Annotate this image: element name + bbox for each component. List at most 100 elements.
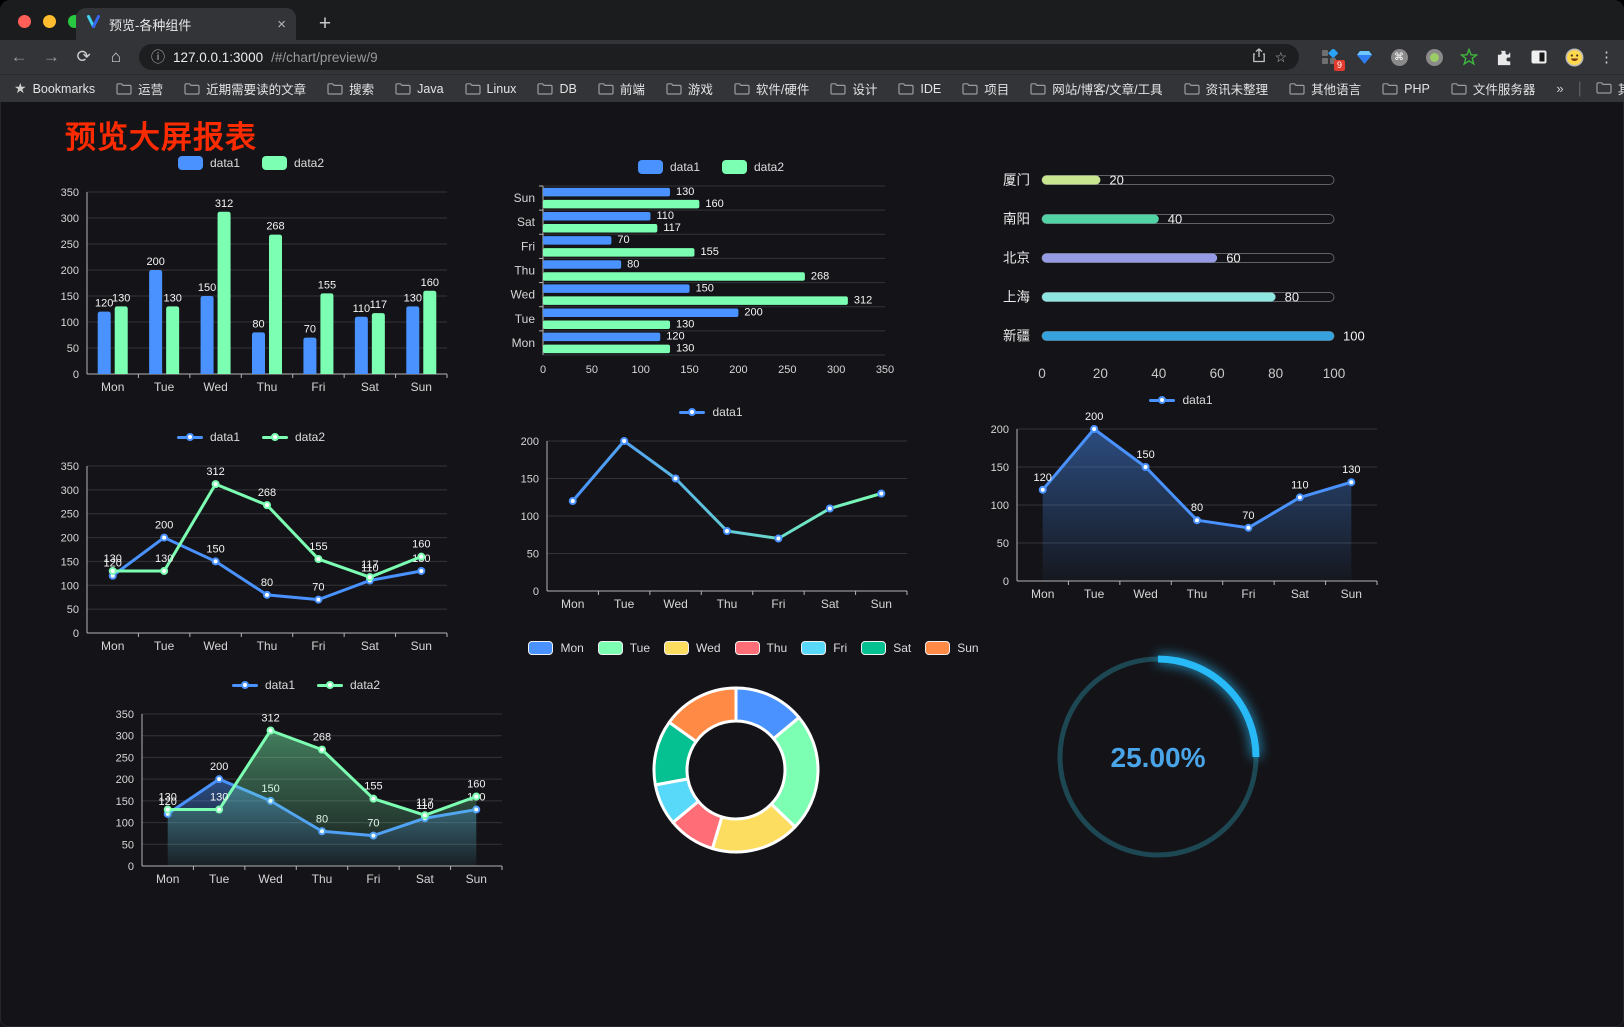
puzzle-extension-icon[interactable] — [1494, 47, 1514, 67]
svg-text:350: 350 — [116, 709, 134, 721]
svg-text:Wed: Wed — [1133, 587, 1157, 601]
bookmark-folder[interactable]: 文件服务器 — [1451, 79, 1535, 98]
share-icon[interactable] — [1252, 48, 1266, 66]
side-panel-icon[interactable] — [1529, 47, 1549, 67]
chart-canvas: 25.00% — [1049, 648, 1267, 866]
bookmarks-manager-item[interactable]: ★ Bookmarks — [14, 80, 96, 96]
home-icon[interactable]: ⌂ — [110, 47, 122, 66]
legend-item[interactable]: data1 — [231, 678, 295, 692]
bookmark-folder[interactable]: 软件/硬件 — [734, 79, 809, 98]
svg-text:40: 40 — [1168, 212, 1182, 227]
svg-text:250: 250 — [61, 239, 79, 251]
bookmark-folder[interactable]: Java — [395, 79, 444, 98]
legend-item[interactable]: data1 — [176, 430, 240, 444]
svg-text:268: 268 — [258, 487, 276, 499]
svg-text:Mon: Mon — [101, 639, 124, 653]
bookmark-folder[interactable]: 运营 — [116, 79, 163, 98]
legend-item[interactable]: data2 — [722, 160, 784, 174]
recorder-extension-icon[interactable] — [1424, 47, 1444, 67]
reload-icon[interactable]: ⟳ — [76, 47, 91, 66]
legend-item[interactable]: Mon — [528, 641, 584, 655]
traffic-lights[interactable] — [18, 15, 81, 28]
other-bookmarks-folder[interactable]: 其他书签 — [1596, 79, 1624, 98]
svg-text:Tue: Tue — [154, 380, 175, 394]
legend-item[interactable]: data1 — [177, 156, 240, 170]
svg-text:Sun: Sun — [411, 380, 432, 394]
svg-text:Tue: Tue — [1084, 587, 1105, 601]
bookmarks-overflow-icon[interactable]: » — [1556, 81, 1564, 96]
svg-text:130: 130 — [155, 553, 173, 565]
bookmark-folder[interactable]: Linux — [464, 79, 516, 98]
extension-grid-icon[interactable]: 9 — [1319, 47, 1345, 71]
legend-item[interactable]: Sun — [925, 641, 979, 655]
legend-item[interactable]: Wed — [664, 641, 721, 655]
svg-text:130: 130 — [676, 343, 694, 355]
chart-dual-line: data1 data2 0 50 100 150 200 250 300 350 Mon Tue Wed… — [41, 424, 461, 659]
url-bar[interactable]: ⓘ 127.0.0.1:3000 /#/chart/preview/9 ☆ — [139, 44, 1299, 70]
legend-item[interactable]: data1 — [637, 160, 700, 174]
bookmark-folder[interactable]: DB — [537, 79, 577, 98]
legend-item[interactable]: data1 — [679, 405, 743, 419]
svg-text:150: 150 — [521, 474, 539, 486]
bookmark-folder[interactable]: 近期需要读的文章 — [184, 79, 306, 98]
page-title: 预览大屏报表 — [65, 120, 257, 155]
svg-text:130: 130 — [404, 292, 422, 304]
tab-close-icon[interactable]: × — [277, 15, 286, 33]
legend-item[interactable]: Tue — [597, 641, 650, 655]
svg-text:160: 160 — [467, 779, 485, 791]
svg-text:130: 130 — [112, 292, 130, 304]
svg-text:Thu: Thu — [257, 639, 278, 653]
tab-title: 预览-各种组件 — [109, 17, 192, 33]
legend-item[interactable]: data2 — [262, 430, 325, 444]
legend-item[interactable]: Sat — [861, 641, 911, 655]
legend-item[interactable]: data1 — [1149, 393, 1213, 407]
bookmark-folder[interactable]: 项目 — [962, 79, 1009, 98]
svg-text:0: 0 — [73, 369, 79, 381]
chart-canvas: 厦门 20 南阳 40 北京 60 上海 80 新疆 100 0 20 40 60 80 100 — [986, 160, 1366, 395]
bookmark-folder[interactable]: 其他语言 — [1289, 79, 1361, 98]
close-window-button[interactable] — [18, 15, 31, 28]
svg-text:60: 60 — [1210, 366, 1225, 381]
bookmarks-bar: ★ Bookmarks 运营 近期需要读的文章 搜索 Java Linux DB 前端 游戏 软… — [0, 74, 1624, 102]
legend-item[interactable]: Thu — [734, 641, 787, 655]
bookmark-folder[interactable]: 搜索 — [327, 79, 374, 98]
browser-menu-icon[interactable]: ⋮ — [1599, 49, 1614, 66]
browser-toolbar: ← → ⟳ ⌂ ⓘ 127.0.0.1:3000 /#/chart/previe… — [0, 40, 1624, 74]
svg-text:200: 200 — [210, 761, 228, 773]
bookmark-folder[interactable]: 前端 — [598, 79, 645, 98]
svg-text:160: 160 — [412, 539, 430, 551]
svg-text:350: 350 — [61, 461, 79, 473]
svg-text:20: 20 — [1093, 366, 1108, 381]
svg-text:312: 312 — [261, 713, 279, 725]
bookmark-folder[interactable]: 游戏 — [666, 79, 713, 98]
chart-donut: Mon Tue Wed Thu Fri Sat Sun — [528, 635, 979, 890]
tab-strip: 预览-各种组件 × + — [0, 0, 1624, 40]
svg-text:新疆: 新疆 — [1003, 329, 1030, 344]
gem-extension-icon[interactable] — [1354, 47, 1374, 67]
bookmark-folder[interactable]: 设计 — [830, 79, 877, 98]
bookmark-folder[interactable]: 网站/博客/文章/工具 — [1030, 79, 1163, 98]
svg-text:117: 117 — [663, 222, 681, 234]
browser-tab[interactable]: 预览-各种组件 × — [76, 8, 296, 40]
emoji-extension-icon[interactable] — [1564, 47, 1584, 67]
bookmark-folder[interactable]: IDE — [898, 79, 941, 98]
forward-icon[interactable]: → — [42, 47, 60, 66]
minimize-window-button[interactable] — [43, 15, 56, 28]
svg-text:80: 80 — [261, 577, 273, 589]
chart-canvas: 0 50 100 150 200 250 300 350 Sun 130 160 Sat 110 117 F… — [501, 180, 921, 379]
bookmark-folder[interactable]: 资讯未整理 — [1184, 79, 1268, 98]
svg-text:50: 50 — [997, 538, 1009, 550]
legend-item[interactable]: data2 — [262, 156, 324, 170]
chart-canvas — [556, 661, 951, 888]
bookmark-star-icon[interactable]: ☆ — [1274, 48, 1287, 65]
back-icon[interactable]: ← — [10, 47, 28, 66]
new-tab-button[interactable]: + — [318, 12, 332, 35]
legend-item[interactable]: Fri — [801, 641, 847, 655]
green-star-extension-icon[interactable] — [1459, 47, 1479, 67]
svg-text:80: 80 — [1191, 502, 1203, 514]
svg-text:155: 155 — [318, 279, 336, 291]
site-info-icon[interactable]: ⓘ — [151, 49, 165, 65]
legend-item[interactable]: data2 — [317, 678, 380, 692]
bookmark-folder[interactable]: PHP — [1382, 79, 1430, 98]
round-extension-icon[interactable]: ⌘ — [1389, 47, 1409, 67]
